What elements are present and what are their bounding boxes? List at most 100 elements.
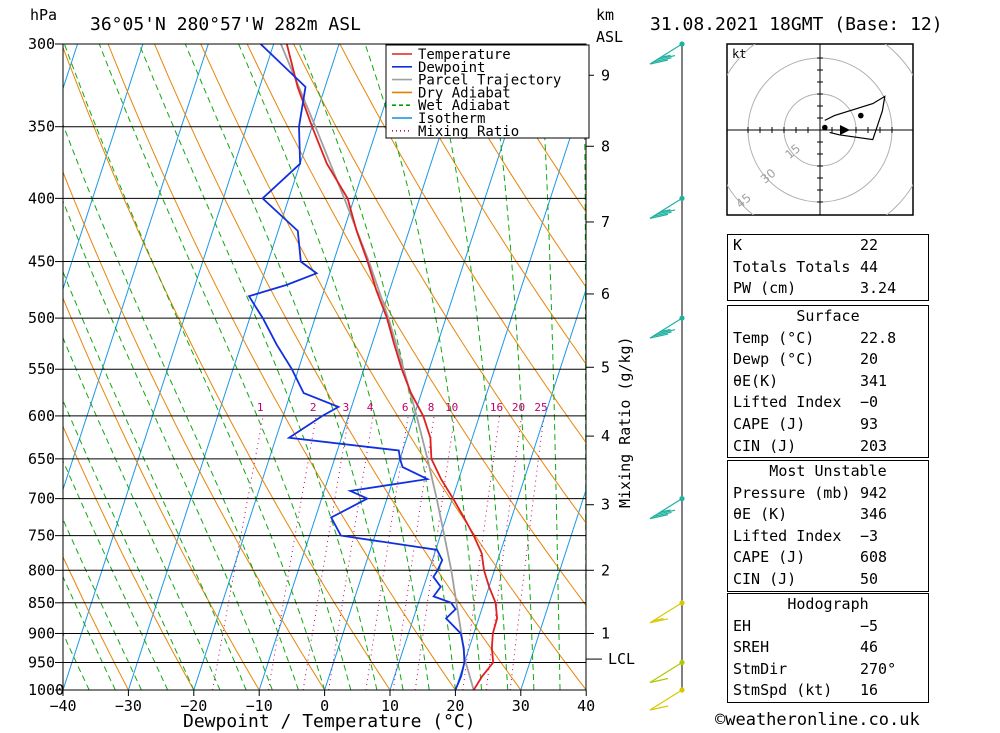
pressure-tick-label: 900 (28, 624, 55, 642)
mixing-ratio-label: 8 (428, 401, 435, 414)
wet-adiabat-line (63, 575, 116, 690)
wet-adiabat-line (63, 459, 169, 690)
unstable-index-rows: Pressure (mb) 942 θE (K) 346 Lifted Index −3 C… (728, 483, 928, 592)
wind-barb-flag (649, 59, 669, 65)
general-index-label: K (733, 236, 743, 254)
credit-text: ©weatheronline.co.uk (715, 710, 920, 730)
pressure-tick-label: 350 (28, 118, 55, 136)
unstable-index-label: θE (K) (733, 505, 788, 524)
unstable-index-row: Lifted Index −3 (728, 526, 928, 548)
general-index-row: PW (cm) 3.24 (728, 278, 928, 300)
most-unstable-table: Most Unstable Pressure (mb) 942 θE (K) 346 L… (727, 460, 929, 592)
dry-adiabat-line (63, 555, 129, 690)
pressure-tick-label: 550 (28, 360, 55, 378)
isotherm-line (258, 44, 471, 690)
hodograph-index-value: 270° (860, 659, 897, 678)
station-location: 36°05'N 280°57'W 282m ASL (90, 14, 361, 35)
hodograph-index-label: EH (733, 616, 752, 635)
mixing-ratio-label: 16 (490, 401, 503, 414)
pressure-tick-label: 450 (28, 253, 55, 271)
wind-barb-flag (653, 57, 672, 63)
surface-index-label: CAPE (J) (733, 414, 806, 433)
dewpoint-line (247, 44, 466, 690)
hodograph-index-value: 16 (860, 681, 879, 700)
wind-barb-flag (649, 514, 669, 520)
parcel-trajectory-line (280, 44, 475, 690)
pressure-tick-label: 950 (28, 653, 55, 671)
hodograph-index-row: EH −5 (728, 616, 928, 638)
general-index-label: PW (cm) (733, 279, 797, 298)
legend-label: Dewpoint (418, 60, 485, 76)
surface-index-rows: Temp (°C) 22.8 Dewp (°C) 20 θE(K) 341 Lifted I… (728, 328, 928, 459)
storm-motion-marker (839, 125, 850, 135)
general-index-value: 44 (860, 257, 879, 276)
profile-lines (247, 44, 499, 690)
surface-index-row: Temp (°C) 22.8 (728, 328, 928, 350)
hodograph-index-row: StmSpd (kt) 16 (728, 680, 928, 702)
legend-label: Dry Adiabat (418, 85, 511, 101)
mixing-ratio-label: 1 (257, 401, 264, 414)
surface-index-value: 22.8 (860, 328, 897, 347)
mixing-ratio-line (268, 415, 317, 690)
mixing-ratio-label: 2 (310, 401, 317, 414)
temperature-axis: −40 −30 −20 −10 0 10 20 30 40 (49, 690, 595, 715)
wet-adiabat-line (63, 518, 142, 690)
wind-barb-staff (649, 317, 683, 339)
height-tick-label: 9 (601, 66, 610, 84)
temperature-tick-label: −40 (49, 697, 76, 715)
dry-adiabat-line (200, 44, 586, 690)
unstable-index-value: 942 (860, 483, 888, 502)
plot-frame (62, 43, 587, 691)
x-axis-title: Dewpoint / Temperature (°C) (183, 711, 476, 732)
wind-barb-flag (649, 677, 669, 684)
km-label: km (596, 6, 614, 24)
surface-index-value: 203 (860, 436, 888, 455)
height-tick-label: 7 (601, 213, 610, 231)
mixing-ratio-label: 3 (343, 401, 350, 414)
wind-barb-flag (653, 511, 672, 518)
height-tick-label: 3 (601, 496, 610, 514)
surface-index-value: 93 (860, 414, 879, 433)
hodograph-index-label: StmSpd (kt) (733, 681, 833, 700)
unstable-index-label: Pressure (mb) (733, 483, 851, 502)
isobar-lines (63, 44, 586, 690)
surface-index-value: 20 (860, 350, 879, 369)
unstable-index-label: CAPE (J) (733, 548, 806, 567)
legend-box (385, 44, 590, 139)
wind-barb-flag (656, 209, 676, 215)
general-index-value: 22 (860, 236, 879, 254)
dry-adiabat-line (339, 44, 586, 444)
wind-barb-half-flag (660, 209, 671, 213)
wind-barb-half-flag (653, 618, 664, 622)
surface-index-label: Temp (°C) (733, 328, 815, 347)
general-index-row: K 22 (728, 235, 928, 257)
surface-index-row: CAPE (J) 93 (728, 414, 928, 436)
lcl-label: LCL (608, 650, 635, 668)
wind-barb-flag (653, 331, 672, 337)
mixing-ratio-labels: 1 2 3 4 6 8 10 16 20 25 (257, 401, 548, 414)
unstable-index-value: 346 (860, 505, 888, 524)
wind-barb-flag (649, 618, 669, 624)
hodograph-title: Hodograph (787, 595, 869, 613)
surface-index-row: Lifted Index −0 (728, 392, 928, 414)
surface-index-label: θE(K) (733, 371, 779, 390)
surface-index-label: CIN (J) (733, 436, 797, 455)
wind-barb-staff (649, 689, 683, 711)
temperature-tick-label: 10 (381, 697, 399, 715)
temperature-tick-label: 20 (446, 697, 464, 715)
wet-adiabat-line (184, 44, 404, 690)
hodograph-unit-label: kt (732, 47, 746, 61)
isotherm-line (520, 488, 586, 690)
wind-barb-flag (649, 213, 669, 219)
wet-adiabat-lines (63, 44, 586, 690)
mixing-ratio-line (212, 415, 264, 690)
pressure-tick-label: 800 (28, 561, 55, 579)
pressure-tick-label: 500 (28, 309, 55, 327)
height-tick-label: 5 (601, 358, 610, 376)
hodograph-trace (824, 95, 886, 141)
unstable-index-row: CIN (J) 50 (728, 569, 928, 591)
pressure-tick-label: 600 (28, 407, 55, 425)
wind-barb-staff (649, 197, 683, 219)
